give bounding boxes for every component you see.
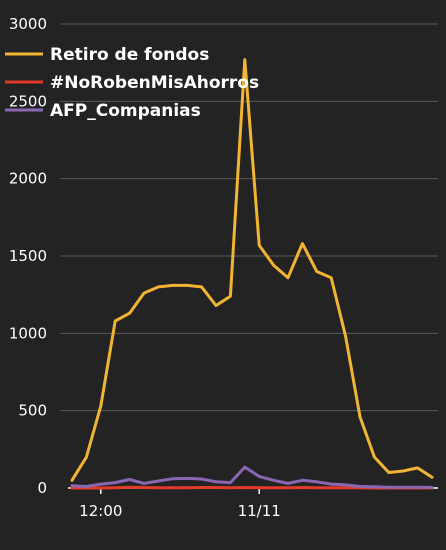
- series-line-0: [70, 58, 434, 482]
- y-tick-label: 1500: [9, 247, 47, 265]
- legend-label: AFP_Companias: [50, 101, 201, 121]
- y-tick-label: 2500: [9, 92, 47, 110]
- series-line-2: [70, 465, 434, 489]
- y-tick-label: 2000: [9, 170, 47, 188]
- y-axis-ticks: 0 500 1000 1500 2000 2500 3000: [9, 15, 47, 497]
- x-axis: 12:00 11/11: [68, 487, 438, 520]
- x-tick-label: 11/11: [238, 502, 281, 520]
- legend-item[interactable]: AFP_Companias: [5, 101, 201, 121]
- legend-item[interactable]: Retiro de fondos: [5, 45, 209, 65]
- legend-label: #NoRobenMisAhorros: [50, 73, 259, 93]
- legend-item[interactable]: #NoRobenMisAhorros: [5, 73, 259, 93]
- series-lines: [70, 58, 434, 490]
- y-tick-label: 1000: [9, 324, 47, 342]
- x-tick-label: 12:00: [79, 502, 122, 520]
- y-tick-label: 3000: [9, 15, 47, 33]
- y-tick-label: 500: [18, 402, 47, 420]
- legend-label: Retiro de fondos: [50, 45, 209, 65]
- legend: Retiro de fondos #NoRobenMisAhorros AFP_Co…: [5, 45, 259, 121]
- y-tick-label: 0: [37, 479, 47, 497]
